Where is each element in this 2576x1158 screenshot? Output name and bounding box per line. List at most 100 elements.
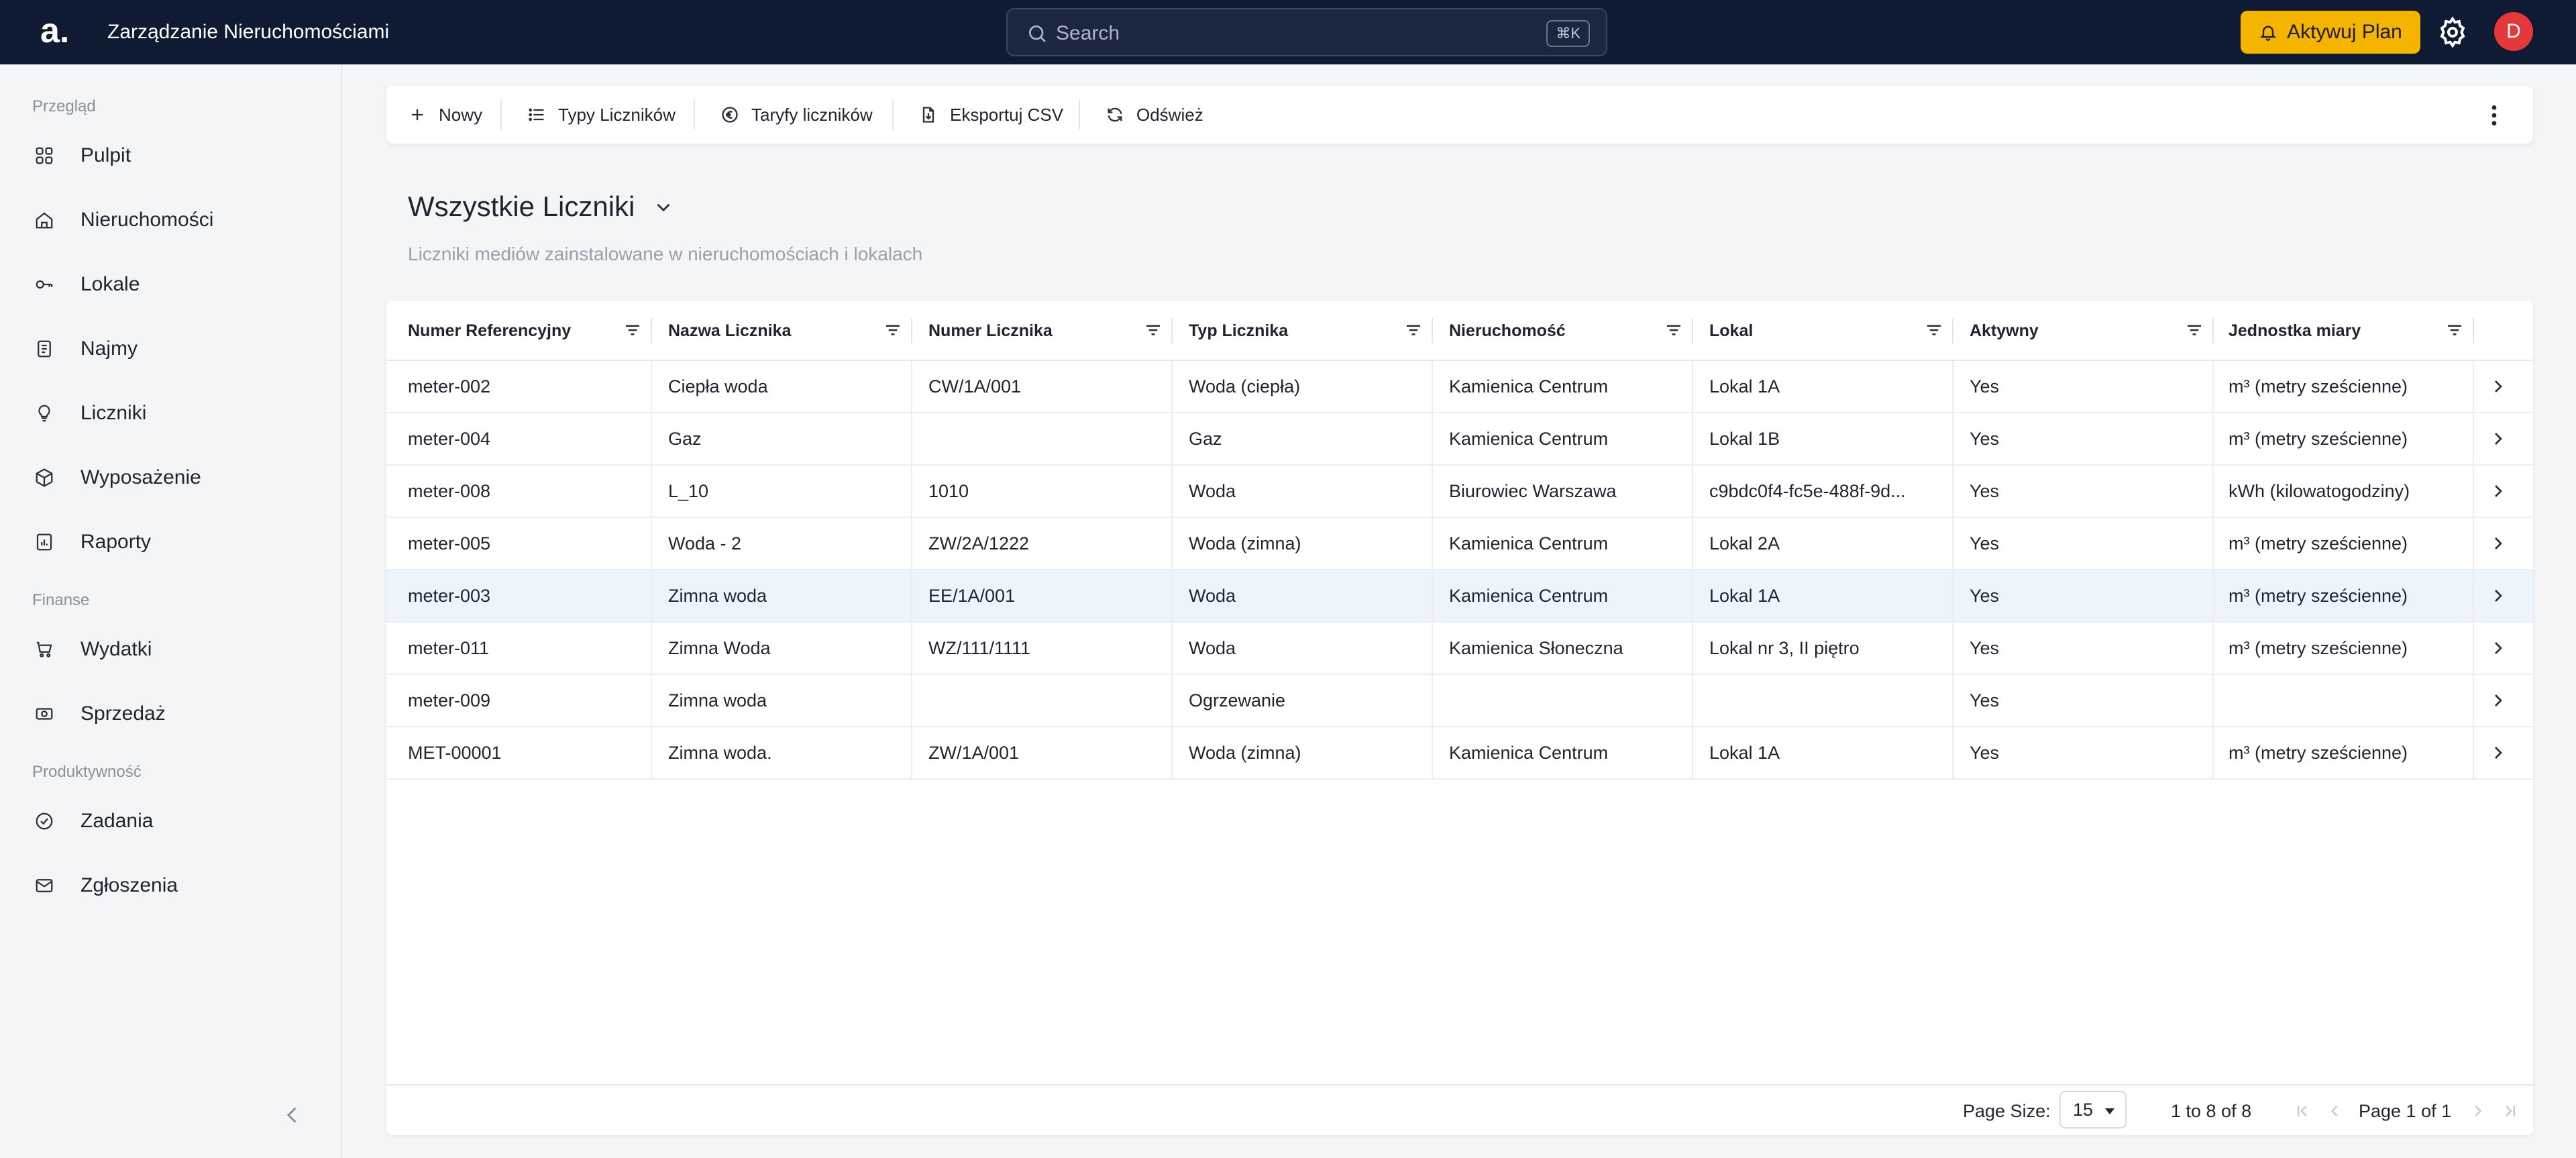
cell-divider bbox=[651, 518, 652, 569]
cell-divider bbox=[2473, 727, 2474, 778]
export-csv-label: Eksportuj CSV bbox=[950, 104, 1064, 125]
column-header[interactable]: Aktywny bbox=[1970, 301, 2208, 361]
sidebar-item-zgloszenia[interactable]: Zgłoszenia bbox=[32, 867, 314, 904]
column-header[interactable]: Nazwa Licznika bbox=[668, 301, 907, 361]
chevron-right-icon[interactable] bbox=[2487, 376, 2509, 397]
page-size-value: 15 bbox=[2073, 1099, 2094, 1120]
collapse-sidebar-icon[interactable] bbox=[280, 1103, 305, 1127]
table-cell: Kamienica Centrum bbox=[1449, 585, 1609, 606]
cell-divider bbox=[651, 623, 652, 674]
search-placeholder: Search bbox=[1056, 22, 1120, 44]
refresh-label: Odśwież bbox=[1136, 104, 1203, 125]
sidebar-item-lokale[interactable]: Lokale bbox=[32, 266, 314, 303]
table-row[interactable]: meter-008 L_10 1010 Woda Biurowiec Warszawa c… bbox=[386, 466, 2533, 518]
table-cell: Biurowiec Warszawa bbox=[1449, 480, 1617, 501]
sidebar: Przegląd Pulpit Nieruchomości Lokale Naj… bbox=[0, 64, 342, 1158]
filter-icon[interactable] bbox=[2445, 320, 2465, 340]
previous-page-icon[interactable] bbox=[2325, 1102, 2344, 1120]
sidebar-item-raporty[interactable]: Raporty bbox=[32, 523, 314, 561]
page-indicator: Page 1 of 1 bbox=[2359, 1101, 2452, 1121]
avatar[interactable]: D bbox=[2494, 12, 2533, 51]
sidebar-item-wyposazenie[interactable]: Wyposażenie bbox=[32, 459, 314, 496]
sidebar-item-sprzedaz[interactable]: Sprzedaż bbox=[32, 695, 314, 733]
column-header[interactable]: Numer Licznika bbox=[928, 301, 1167, 361]
chevron-right-icon[interactable] bbox=[2487, 637, 2509, 659]
page-size-select[interactable]: 15 bbox=[2059, 1091, 2127, 1128]
next-page-icon[interactable] bbox=[2469, 1102, 2487, 1120]
cell-divider bbox=[1952, 413, 1953, 464]
cell-divider bbox=[651, 675, 652, 726]
table-cell bbox=[2229, 675, 2469, 726]
filter-icon[interactable] bbox=[623, 320, 643, 340]
chevron-right-icon[interactable] bbox=[2487, 585, 2509, 607]
filter-icon[interactable] bbox=[1403, 320, 1424, 340]
app-title: Zarządzanie Nieruchomościami bbox=[107, 21, 390, 43]
app-logo[interactable]: a. bbox=[40, 11, 70, 50]
table-row[interactable]: meter-009 Zimna woda Ogrzewanie Yes bbox=[386, 675, 2533, 727]
refresh-button[interactable]: Odśwież bbox=[1106, 99, 1203, 130]
sidebar-item-liczniki[interactable]: Liczniki bbox=[32, 394, 314, 432]
tariffs-button[interactable]: Taryfy liczników bbox=[720, 99, 873, 130]
document-icon bbox=[32, 337, 56, 361]
more-vertical-icon[interactable] bbox=[2481, 102, 2508, 129]
column-header[interactable]: Nieruchomość bbox=[1449, 301, 1688, 361]
toolbar-divider bbox=[500, 99, 502, 130]
cell-divider bbox=[651, 361, 652, 412]
chevron-right-icon[interactable] bbox=[2487, 480, 2509, 502]
table-row[interactable]: meter-011 Zimna Woda WZ/111/1111 Woda Kamien… bbox=[386, 623, 2533, 675]
column-header[interactable]: Numer Referencyjny bbox=[408, 301, 647, 361]
cell-divider bbox=[1171, 361, 1173, 412]
cell-divider bbox=[1432, 570, 1433, 621]
last-page-icon[interactable] bbox=[2501, 1102, 2520, 1120]
cell-divider bbox=[1952, 623, 1953, 674]
top-bar: a. Zarządzanie Nieruchomościami Search ⌘… bbox=[0, 0, 2576, 64]
table-cell: Woda (zimna) bbox=[1189, 742, 1301, 763]
filter-icon[interactable] bbox=[1143, 320, 1163, 340]
filter-icon[interactable] bbox=[1664, 320, 1684, 340]
meters-table: Numer Referencyjny Nazwa Licznika Numer Li… bbox=[386, 301, 2533, 1135]
table-cell bbox=[1449, 675, 1688, 726]
gear-icon[interactable] bbox=[2436, 16, 2469, 48]
cell-divider bbox=[1171, 623, 1173, 674]
row-range: 1 to 8 of 8 bbox=[2171, 1101, 2252, 1121]
page-title[interactable]: Wszystkie Liczniki bbox=[408, 191, 635, 222]
table-cell: Zimna woda bbox=[668, 690, 767, 710]
activate-plan-button[interactable]: Aktywuj Plan bbox=[2241, 11, 2420, 54]
sidebar-item-nieruchomosci[interactable]: Nieruchomości bbox=[32, 201, 314, 239]
chevron-right-icon[interactable] bbox=[2487, 533, 2509, 554]
cash-icon bbox=[32, 702, 56, 726]
table-cell: 1010 bbox=[928, 480, 969, 501]
column-header[interactable]: Lokal bbox=[1709, 301, 1948, 361]
column-header[interactable]: Jednostka miary bbox=[2229, 301, 2469, 361]
table-row[interactable]: meter-003 Zimna woda EE/1A/001 Woda Kamienic… bbox=[386, 570, 2533, 623]
filter-icon[interactable] bbox=[883, 320, 903, 340]
search-input[interactable]: Search ⌘K bbox=[1006, 8, 1607, 56]
chevron-right-icon[interactable] bbox=[2487, 742, 2509, 764]
sidebar-item-zadania[interactable]: Zadania bbox=[32, 802, 314, 840]
cell-divider bbox=[1171, 727, 1173, 778]
table-row[interactable]: meter-004 Gaz Gaz Kamienica Centrum Lokal 1B… bbox=[386, 413, 2533, 466]
sidebar-item-pulpit[interactable]: Pulpit bbox=[32, 137, 314, 174]
export-csv-button[interactable]: Eksportuj CSV bbox=[919, 99, 1063, 130]
meter-types-button[interactable]: Typy Liczników bbox=[527, 99, 676, 130]
sidebar-item-wydatki[interactable]: Wydatki bbox=[32, 631, 314, 668]
new-button[interactable]: Nowy bbox=[408, 99, 482, 130]
filter-icon[interactable] bbox=[2184, 320, 2204, 340]
filter-icon[interactable] bbox=[1924, 320, 1944, 340]
table-row[interactable]: meter-005 Woda - 2 ZW/2A/1222 Woda (zimna) K… bbox=[386, 518, 2533, 570]
sidebar-item-najmy[interactable]: Najmy bbox=[32, 330, 314, 368]
chevron-down-icon[interactable] bbox=[652, 196, 675, 219]
page-subtitle: Liczniki mediów zainstalowane w nierucho… bbox=[408, 244, 923, 264]
building-icon bbox=[32, 208, 56, 232]
column-header[interactable]: Typ Licznika bbox=[1189, 301, 1428, 361]
chevron-right-icon[interactable] bbox=[2487, 428, 2509, 450]
table-row[interactable]: MET-00001 Zimna woda. ZW/1A/001 Woda (zimna… bbox=[386, 727, 2533, 780]
table-row[interactable]: meter-002 Ciepła woda CW/1A/001 Woda (ciepł… bbox=[386, 361, 2533, 413]
cell-divider bbox=[911, 675, 912, 726]
table-cell: Gaz bbox=[668, 428, 702, 449]
cell-divider bbox=[1692, 413, 1693, 464]
cell-divider bbox=[1952, 518, 1953, 569]
cell-divider bbox=[2212, 518, 2214, 569]
first-page-icon[interactable] bbox=[2293, 1102, 2312, 1120]
chevron-right-icon[interactable] bbox=[2487, 690, 2509, 711]
